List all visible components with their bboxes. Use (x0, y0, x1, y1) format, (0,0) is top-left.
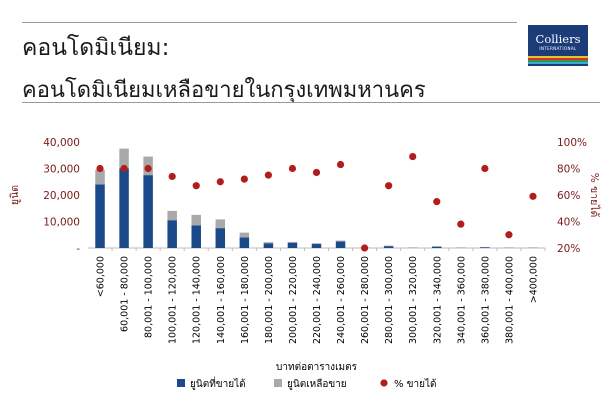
pct-sold-point (457, 220, 465, 228)
y-tick-label: 30,000 (43, 164, 80, 176)
x-category-label: 120,001 - 140,000 (192, 256, 203, 344)
bar-unsold (335, 240, 346, 242)
logo-wordmark: Colliers (535, 32, 581, 46)
pct-sold-point (529, 192, 537, 200)
pct-sold-point (505, 231, 513, 239)
x-category-label: 340,001 - 360,000 (456, 256, 467, 344)
pct-sold-point (144, 164, 152, 173)
bar-sold (215, 228, 226, 248)
pct-sold-point (433, 198, 441, 206)
x-category-label: 180,001 - 200,000 (264, 256, 275, 344)
legend-label-unsold: ยูนิตเหลือขาย (287, 378, 347, 390)
pct-sold-point (240, 175, 248, 183)
bar-sold (95, 184, 105, 248)
pct-sold-point (409, 152, 417, 161)
legend-swatch-pct (380, 379, 388, 387)
header-top-rule (22, 22, 517, 23)
bar-sold (239, 237, 250, 248)
x-category-label: 100,001 - 120,000 (168, 256, 179, 344)
page-title: คอนโดมิเนียม: (22, 35, 170, 61)
y2-tick-label: 80% (557, 164, 580, 176)
bar-sold (432, 246, 442, 248)
x-category-label: 60,001 - 80,000 (120, 256, 131, 332)
bar-sold (335, 241, 346, 248)
y-tick-label: 10,000 (43, 217, 80, 229)
bar-unsold (383, 245, 394, 247)
bar-sold (119, 168, 129, 248)
y2-tick-label: 20% (557, 243, 580, 255)
page-subtitle: คอนโดมิเนียมเหลือขายในกรุงเทพมหานคร (22, 78, 426, 103)
x-category-label: 260,001 - 280,000 (360, 256, 371, 344)
logo-stripe-red (528, 58, 588, 60)
x-category-label: 360,001 - 380,000 (480, 256, 491, 344)
x-category-label: <60,000 (96, 256, 107, 297)
pct-sold-point (312, 168, 321, 177)
bar-sold (480, 247, 490, 248)
legend-swatch-sold (177, 379, 185, 387)
bar-unsold (167, 210, 177, 221)
bar-unsold (95, 169, 105, 185)
bar-unsold (191, 214, 201, 226)
x-category-label: 280,001 - 300,000 (384, 256, 395, 344)
legend-label-sold: ยูนิตที่ขายได้ (190, 376, 246, 390)
bar-sold (263, 243, 274, 248)
pct-sold-point (288, 164, 297, 173)
bar-sold (287, 242, 298, 248)
logo-stripe-green (528, 60, 588, 62)
bar-unsold (311, 243, 322, 245)
pct-sold-point (168, 172, 176, 181)
logo-stripe-yellow (528, 56, 588, 58)
y-tick-label: 20,000 (43, 190, 80, 202)
x-category-label: 200,001 - 220,000 (288, 256, 299, 344)
bar-sold (311, 244, 322, 248)
y2-tick-label: 100% (557, 137, 587, 149)
x-category-label: 80,001 - 100,000 (144, 256, 155, 338)
bar-unsold (215, 219, 226, 229)
pct-sold-point (336, 160, 345, 169)
pct-sold-point (96, 164, 104, 173)
x-category-label: 140,001 - 160,000 (216, 256, 227, 344)
bar-sold (191, 225, 201, 248)
x-category-label: 220,001 - 240,000 (312, 256, 323, 344)
y-tick-label: 40,000 (43, 137, 80, 149)
logo-stripe-blue (528, 62, 588, 64)
x-axis-title: บาทต่อตารางเมตร (276, 362, 358, 373)
x-category-label: 320,001 - 340,000 (432, 256, 443, 344)
bar-unsold (432, 246, 442, 247)
legend-swatch-unsold (274, 379, 282, 387)
pct-sold-point (192, 182, 200, 190)
bar-sold (167, 220, 177, 248)
bar-unsold (119, 148, 129, 169)
bar-unsold (263, 242, 274, 244)
x-category-label: >400,000 (528, 256, 539, 303)
bar-unsold (239, 232, 250, 238)
y2-tick-label: 40% (557, 217, 580, 229)
pct-sold-point (264, 171, 272, 179)
y2-tick-label: 60% (557, 190, 580, 202)
pct-sold-point (385, 182, 393, 190)
x-category-label: 380,001 - 400,000 (504, 256, 515, 344)
legend-label-pct: % ขายได้ (394, 378, 437, 390)
x-category-label: 300,001 - 320,000 (408, 256, 419, 344)
y-tick-label: - (76, 243, 80, 255)
bar-sold (383, 246, 394, 248)
pct-sold-point (361, 244, 369, 252)
logo-tagline: INTERNATIONAL (539, 46, 577, 51)
header-bottom-rule (22, 102, 600, 103)
x-category-label: 240,001 - 260,000 (336, 256, 347, 344)
y-axis-title: ยูนิต (9, 185, 21, 205)
pct-sold-point (120, 164, 128, 173)
bar-sold (143, 175, 153, 248)
colliers-logo: Colliers INTERNATIONAL (528, 25, 588, 66)
x-category-label: 160,001 - 180,000 (240, 256, 251, 344)
pct-sold-point (481, 164, 489, 173)
pct-sold-point (216, 178, 224, 186)
y2-axis-title: % ขายได้ (588, 173, 601, 218)
bar-unsold (287, 241, 298, 243)
